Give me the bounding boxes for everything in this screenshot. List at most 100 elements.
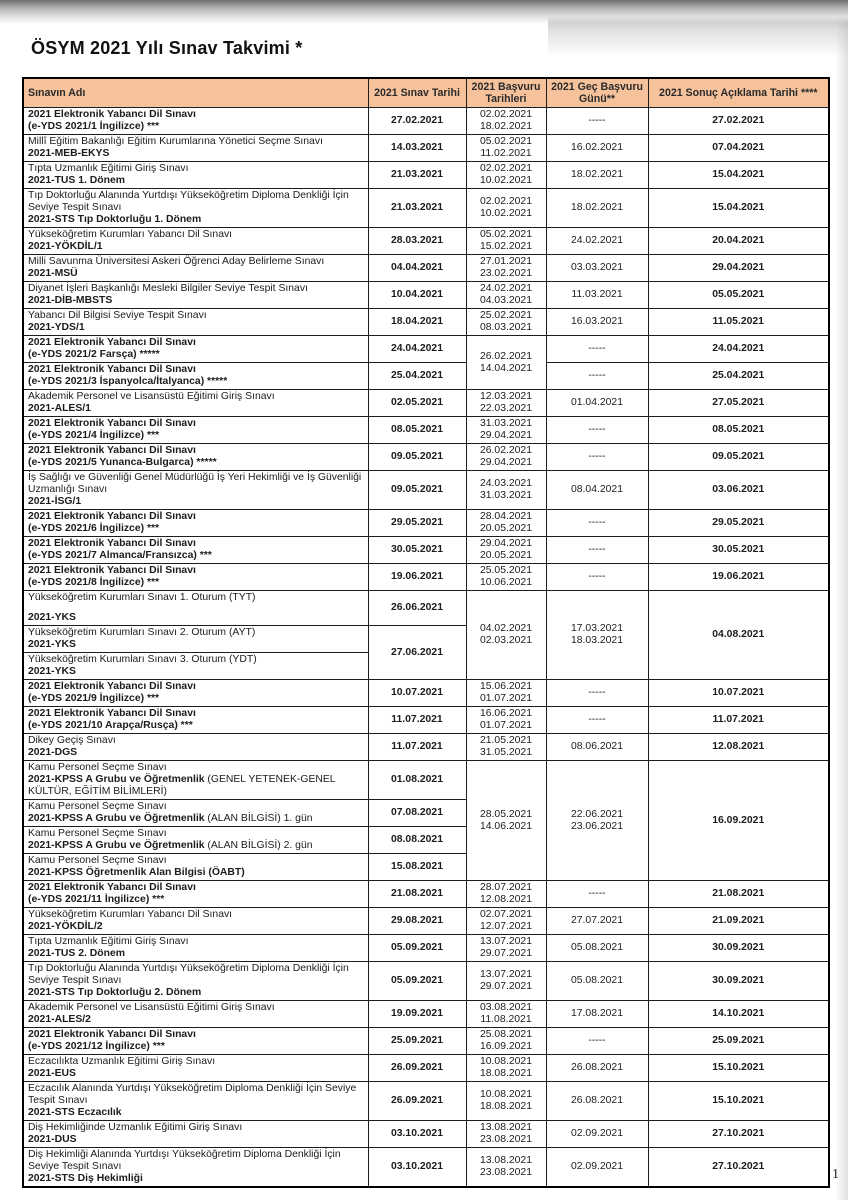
application-dates-cell: 26.02.2021 29.04.2021: [465, 443, 547, 471]
late-application-cell: 02.09.2021: [545, 1120, 649, 1148]
application-dates-cell: 28.07.2021 12.08.2021: [465, 880, 547, 908]
late-application-cell: 17.08.2021: [545, 1000, 649, 1028]
table-row: Kamu Personel Seçme Sınavı 2021-KPSS A Gr…: [22, 799, 829, 827]
column-header-exam-name: Sınavın Adı: [22, 77, 369, 108]
result-date-cell: 09.05.2021: [647, 443, 830, 471]
exam-name-cell: Eczacılık Alanında Yurtdışı Yükseköğreti…: [22, 1081, 369, 1121]
late-application-cell: 26.08.2021: [545, 1081, 649, 1121]
table-row: 2021 Elektronik Yabancı Dil Sınavı (e-YDS…: [22, 362, 830, 390]
table-row: Tıpta Uzmanlık Eğitimi Giriş Sınavı 2021-…: [22, 161, 830, 189]
table-row: Millî Eğitim Bakanlığı Eğitim Kurumların…: [22, 134, 830, 162]
exam-date-cell: 01.08.2021: [367, 760, 467, 800]
result-date-cell: 27.10.2021: [647, 1120, 830, 1148]
late-application-cell: -----: [545, 679, 649, 707]
result-date-cell: 29.05.2021: [647, 509, 830, 537]
exam-date-cell: 14.03.2021: [367, 134, 467, 162]
exam-name-cell: Yükseköğretim Kurumları Sınavı 2. Oturum…: [22, 625, 369, 653]
result-date-cell: 11.05.2021: [647, 308, 830, 336]
application-dates-cell: 29.04.2021 20.05.2021: [465, 536, 547, 564]
application-dates-cell: 24.03.2021 31.03.2021: [465, 470, 547, 510]
exam-name-cell: Yükseköğretim Kurumları Sınavı 3. Oturum…: [22, 652, 369, 680]
late-application-cell: 18.02.2021: [545, 161, 649, 189]
page-right-shadow: [835, 0, 848, 1200]
exam-date-cell: 21.03.2021: [367, 188, 467, 228]
table-row: Yükseköğretim Kurumları Sınavı 1. Oturum…: [22, 590, 830, 680]
exam-name-cell: 2021 Elektronik Yabancı Dil Sınavı (e-YDS…: [22, 335, 369, 363]
exam-name-cell: 2021 Elektronik Yabancı Dil Sınavı (e-YDS…: [22, 1027, 369, 1055]
exam-date-cell: 29.08.2021: [367, 907, 467, 935]
exam-date-cell: 08.08.2021: [367, 826, 467, 854]
application-dates-cell: 13.08.2021 23.08.2021: [465, 1147, 547, 1188]
late-application-cell: -----: [545, 563, 649, 591]
exam-date-cell: 26.06.2021: [367, 590, 467, 626]
table-row: Eczacılık Alanında Yurtdışı Yükseköğreti…: [22, 1081, 830, 1121]
late-application-cell: 17.03.2021 18.03.2021: [545, 590, 649, 680]
exam-date-cell: 29.05.2021: [367, 509, 467, 537]
table-row: Milli Savunma Üniversitesi Askeri Öğrenc…: [22, 254, 830, 282]
result-date-cell: 07.04.2021: [647, 134, 830, 162]
result-date-cell: 25.09.2021: [647, 1027, 830, 1055]
late-application-cell: 16.03.2021: [545, 308, 649, 336]
result-date-cell: 15.04.2021: [647, 161, 830, 189]
result-date-cell: 25.04.2021: [647, 362, 830, 390]
table-row: Tıp Doktorluğu Alanında Yurtdışı Yüksekö…: [22, 961, 830, 1001]
result-date-cell: 15.10.2021: [647, 1081, 830, 1121]
exam-date-cell: 09.05.2021: [367, 470, 467, 510]
application-dates-cell: 15.06.2021 01.07.2021: [465, 679, 547, 707]
application-dates-cell: 13.07.2021 29.07.2021: [465, 934, 547, 962]
late-application-cell: 27.07.2021: [545, 907, 649, 935]
exam-name-cell: 2021 Elektronik Yabancı Dil Sınavı (e-YDS…: [22, 706, 369, 734]
exam-name-cell: 2021 Elektronik Yabancı Dil Sınavı (e-YDS…: [22, 416, 369, 444]
exam-date-cell: 19.06.2021: [367, 563, 467, 591]
application-dates-cell: 03.08.2021 11.08.2021: [465, 1000, 547, 1028]
page-title: ÖSYM 2021 Yılı Sınav Takvimi *: [31, 38, 303, 58]
exam-name-cell: Eczacılıkta Uzmanlık Eğitimi Giriş Sınav…: [22, 1054, 369, 1082]
application-dates-cell: 26.02.2021 14.04.2021: [465, 335, 547, 390]
table-row: Yükseköğretim Kurumları Yabancı Dil Sına…: [22, 907, 830, 935]
result-date-cell: 30.09.2021: [647, 934, 830, 962]
exam-date-cell: 03.10.2021: [367, 1147, 467, 1188]
result-date-cell: 19.06.2021: [647, 563, 830, 591]
exam-name-cell: Diş Hekimliğinde Uzmanlık Eğitimi Giriş …: [22, 1120, 369, 1148]
table-row: Diş Hekimliği Alanında Yurtdışı Yükseköğ…: [22, 1147, 830, 1188]
table-row: Yükseköğretim Kurumları Yabancı Dil Sına…: [22, 227, 830, 255]
page-top-shadow: [0, 0, 848, 24]
table-row: Kamu Personel Seçme Sınavı 2021-KPSS Öğre…: [22, 853, 829, 881]
late-application-cell: -----: [545, 362, 649, 390]
exam-name-cell: Yabancı Dil Bilgisi Seviye Tespit Sınavı…: [22, 308, 369, 336]
application-dates-cell: 25.05.2021 10.06.2021: [465, 563, 547, 591]
exam-name-cell: Tıp Doktorluğu Alanında Yurtdışı Yüksekö…: [22, 188, 369, 228]
late-application-cell: 03.03.2021: [545, 254, 649, 282]
result-date-cell: 29.04.2021: [647, 254, 830, 282]
exam-name-cell: Diyanet İşleri Başkanlığı Mesleki Bilgil…: [22, 281, 369, 309]
application-dates-cell: 02.02.2021 10.02.2021: [465, 188, 547, 228]
exam-name-cell: 2021 Elektronik Yabancı Dil Sınavı (e-YDS…: [22, 880, 369, 908]
late-application-cell: 08.04.2021: [545, 470, 649, 510]
table-row: 2021 Elektronik Yabancı Dil Sınavı (e-YDS…: [22, 1027, 830, 1055]
result-date-cell: 21.09.2021: [647, 907, 830, 935]
late-application-cell: 02.09.2021: [545, 1147, 649, 1188]
exam-date-cell: 21.03.2021: [367, 161, 467, 189]
exam-name-cell: Tıpta Uzmanlık Eğitimi Giriş Sınavı 2021-…: [22, 934, 369, 962]
exam-name-cell: 2021 Elektronik Yabancı Dil Sınavı (e-YDS…: [22, 563, 369, 591]
table-row: Yükseköğretim Kurumları Sınavı 3. Oturum…: [22, 652, 829, 680]
application-dates-cell: 28.05.2021 14.06.2021: [465, 760, 547, 881]
table-row: Yükseköğretim Kurumları Sınavı 2. Oturum…: [22, 625, 829, 680]
late-application-cell: 11.03.2021: [545, 281, 649, 309]
result-date-cell: 21.08.2021: [647, 880, 830, 908]
result-date-cell: 12.08.2021: [647, 733, 830, 761]
table-row: Eczacılıkta Uzmanlık Eğitimi Giriş Sınav…: [22, 1054, 830, 1082]
table-row: Diyanet İşleri Başkanlığı Mesleki Bilgil…: [22, 281, 830, 309]
table-row: 2021 Elektronik Yabancı Dil Sınavı (e-YDS…: [22, 509, 830, 537]
result-date-cell: 14.10.2021: [647, 1000, 830, 1028]
application-dates-cell: 21.05.2021 31.05.2021: [465, 733, 547, 761]
late-application-cell: -----: [545, 880, 649, 908]
result-date-cell: 27.02.2021: [647, 107, 830, 135]
application-dates-cell: 27.01.2021 23.02.2021: [465, 254, 547, 282]
exam-name-cell: Akademik Personel ve Lisansüstü Eğitimi …: [22, 1000, 369, 1028]
late-application-cell: -----: [545, 509, 649, 537]
result-date-cell: 15.04.2021: [647, 188, 830, 228]
application-dates-cell: 10.08.2021 18.08.2021: [465, 1081, 547, 1121]
column-header-exam-date: 2021 Sınav Tarihi: [367, 77, 467, 108]
exam-date-cell: 09.05.2021: [367, 443, 467, 471]
